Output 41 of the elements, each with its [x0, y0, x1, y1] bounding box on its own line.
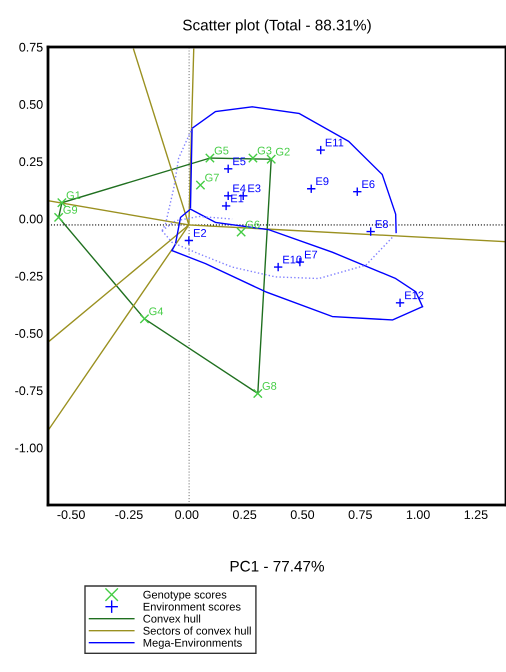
y-tick-label: 0.25	[19, 157, 43, 166]
x-tick-label: 0.75	[348, 510, 372, 520]
y-tick-label: -1.00	[15, 444, 43, 452]
y-tick-label: 0.50	[19, 100, 43, 109]
y-tick-label: -0.25	[15, 272, 43, 281]
data-label: G5	[214, 146, 228, 154]
data-label: E7	[304, 250, 318, 258]
legend-label: Genotype scores	[143, 590, 226, 601]
data-label: E5	[233, 157, 246, 166]
data-label: G1	[66, 191, 80, 200]
legend-label: Environment scores	[144, 602, 241, 611]
y-tick-label: -0.50	[15, 329, 43, 338]
x-tick-label: -0.50	[57, 510, 85, 520]
x-tick-label: -0.25	[115, 510, 143, 520]
x-tick-label: 0.00	[175, 510, 198, 520]
data-label: G9	[63, 206, 78, 214]
legend-label: Mega-Environments	[144, 638, 242, 649]
x-axis-title: PC1 - 77.47%	[230, 560, 324, 572]
legend-label: Sectors of convex hull	[143, 626, 251, 635]
data-label: E4	[233, 184, 246, 192]
data-label: E3	[248, 184, 260, 192]
data-label: E8	[376, 220, 388, 228]
y-tick-label: 0.75	[19, 42, 43, 52]
y-tick-label: -0.75	[15, 386, 43, 396]
data-label: G7	[205, 174, 219, 182]
x-tick-label: 0.25	[232, 510, 256, 520]
data-label: E9	[316, 177, 328, 186]
data-label: E6	[362, 180, 375, 188]
data-label: G3	[258, 146, 272, 154]
x-tick-label: 1.25	[464, 510, 488, 520]
y-tick-label: 0.00	[19, 214, 43, 224]
x-tick-label: 0.50	[290, 510, 314, 520]
data-label: E11	[326, 138, 344, 146]
data-label: E2	[194, 229, 206, 237]
x-tick-label: 1.00	[406, 510, 430, 520]
chart-title: Scatter plot (Total - 88.31%)	[183, 19, 371, 34]
data-label: G4	[149, 307, 164, 316]
data-label: G2	[276, 148, 290, 156]
data-label: G8	[262, 382, 276, 390]
legend-label: Convex hull	[143, 614, 200, 623]
data-label: E10	[283, 256, 302, 264]
